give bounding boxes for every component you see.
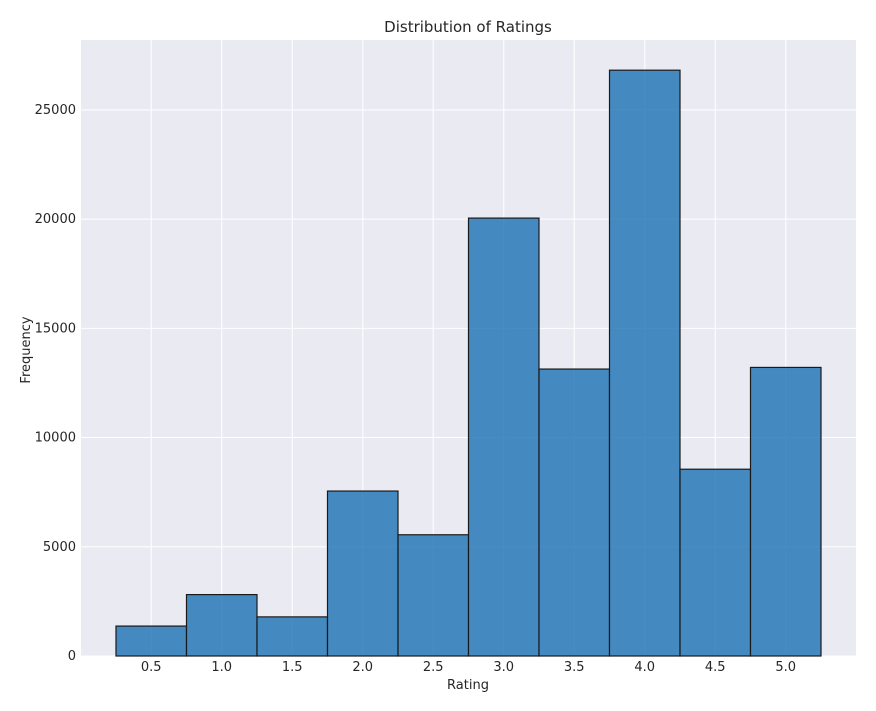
- x-tick-label: 5.0: [775, 660, 796, 675]
- x-tick-label: 0.5: [141, 660, 162, 675]
- x-tick-label: 4.5: [705, 660, 726, 675]
- y-tick-label: 20000: [35, 212, 76, 227]
- x-tick-label: 1.0: [211, 660, 232, 675]
- x-tick-label: 3.5: [564, 660, 585, 675]
- histogram-bar: [608, 69, 681, 657]
- x-tick-label: 1.5: [282, 660, 303, 675]
- histogram-bar: [538, 368, 611, 657]
- y-tick-label: 15000: [35, 321, 76, 336]
- x-tick-label: 3.0: [493, 660, 514, 675]
- y-tick-labels: 0 5000 10000 15000 20000 25000: [35, 103, 76, 664]
- x-tick-label: 2.5: [423, 660, 444, 675]
- x-tick-label: 4.0: [634, 660, 655, 675]
- histogram-bar: [185, 593, 258, 657]
- y-tick-label: 0: [68, 649, 76, 664]
- histogram-bar: [256, 616, 329, 657]
- y-tick-label: 10000: [35, 431, 76, 446]
- x-axis-label: Rating: [447, 678, 489, 693]
- histogram-bar: [749, 366, 822, 657]
- chart-title: Distribution of Ratings: [384, 18, 552, 36]
- histogram-bar: [115, 625, 188, 657]
- histogram-bar: [467, 217, 540, 657]
- y-tick-label: 25000: [35, 103, 76, 118]
- y-tick-label: 5000: [43, 540, 76, 555]
- x-tick-label: 2.0: [352, 660, 373, 675]
- histogram-bar: [679, 468, 752, 657]
- histogram-bar: [397, 534, 470, 657]
- x-tick-labels: 0.5 1.0 1.5 2.0 2.5 3.0 3.5 4.0 4.5 5.0: [141, 660, 796, 675]
- histogram-bar: [326, 490, 399, 657]
- bars: [115, 69, 822, 657]
- y-axis-label: Frequency: [19, 316, 34, 383]
